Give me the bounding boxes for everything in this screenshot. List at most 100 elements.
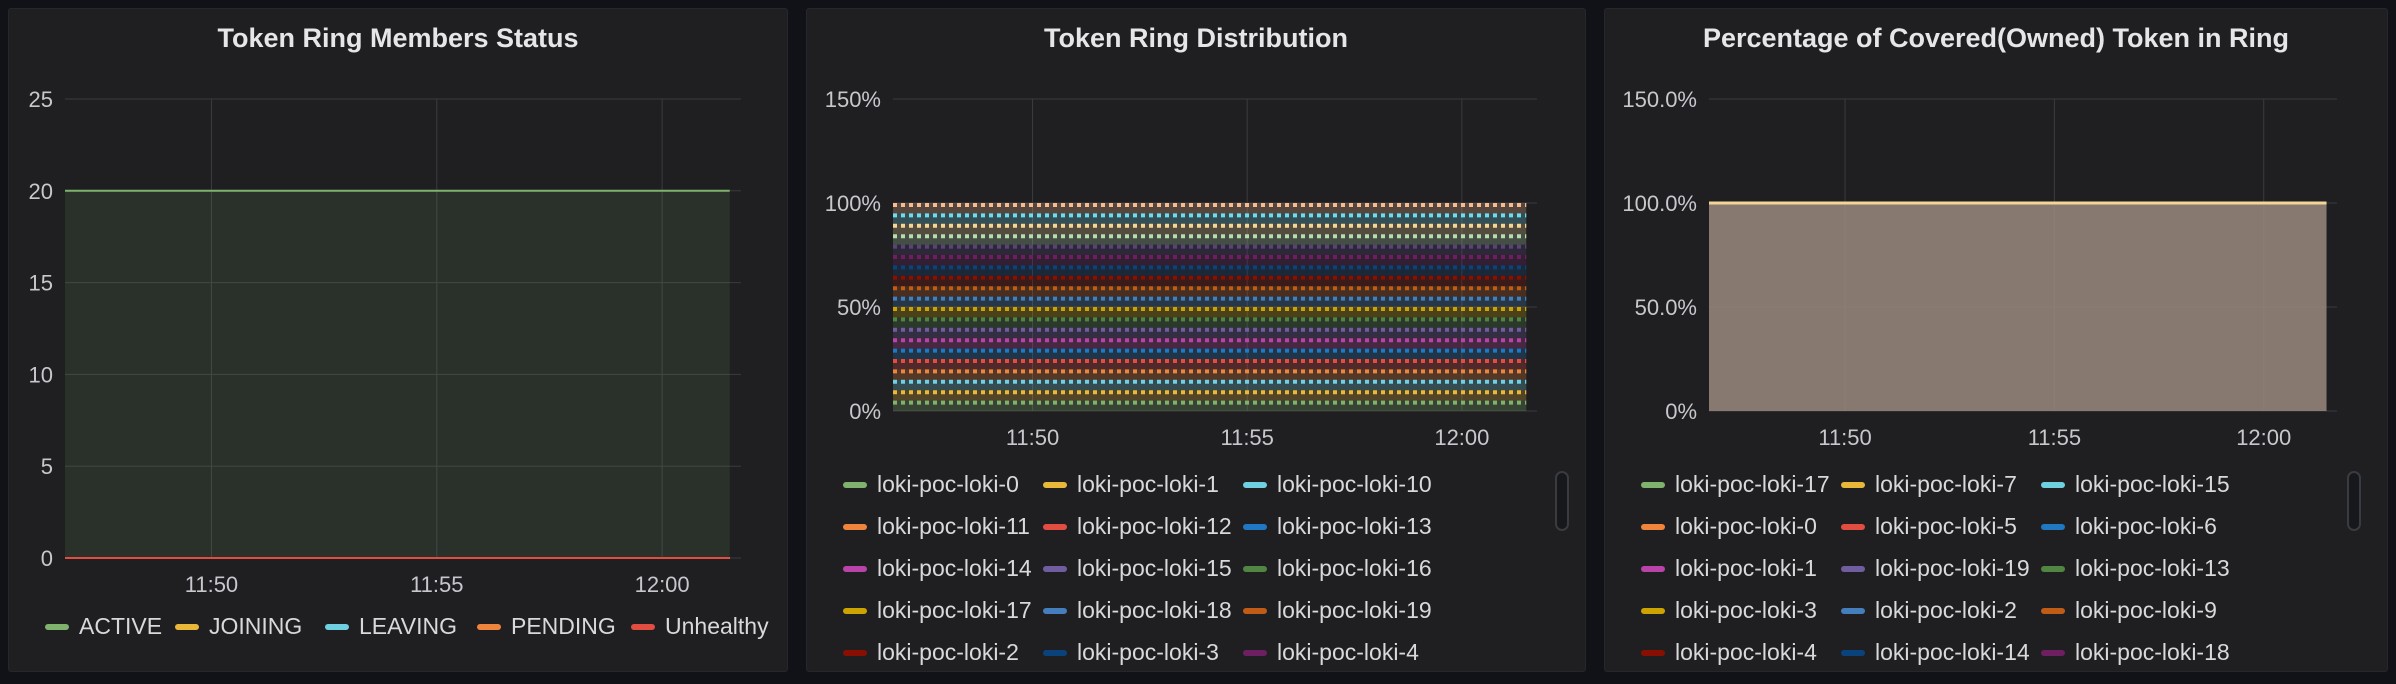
legend-label: loki-poc-loki-1 [1077, 471, 1219, 497]
legend-item[interactable]: loki-poc-loki-4 [1243, 639, 1419, 666]
legend-label: loki-poc-loki-9 [2075, 597, 2217, 623]
legend-item[interactable]: loki-poc-loki-2 [1841, 597, 2017, 624]
stack-band [893, 244, 1527, 255]
legend-item[interactable]: loki-poc-loki-1 [1641, 555, 1817, 582]
legend-label: PENDING [511, 613, 616, 639]
legend-scrollbar[interactable] [2347, 471, 2361, 531]
legend-swatch [631, 623, 655, 630]
series-area [65, 190, 730, 559]
x-tick-label: 11:55 [2028, 425, 2081, 450]
legend-label: loki-poc-loki-3 [1077, 639, 1219, 665]
legend-item[interactable]: loki-poc-loki-4 [1641, 639, 1817, 666]
legend-item[interactable]: loki-poc-loki-3 [1641, 597, 1817, 624]
legend-swatch [843, 607, 867, 614]
legend-item[interactable]: loki-poc-loki-16 [1243, 555, 1432, 582]
y-tick-label: 15 [29, 271, 53, 296]
members-status-chart[interactable]: 0 5 10 15 20 25 11:50 11:55 12:00 [9, 9, 788, 609]
legend-label: loki-poc-loki-7 [1875, 471, 2017, 497]
legend-swatch [175, 623, 199, 630]
legend-item[interactable]: loki-poc-loki-14 [843, 555, 1032, 582]
legend-swatch [2041, 607, 2065, 614]
legend-item[interactable]: loki-poc-loki-10 [1243, 471, 1432, 498]
legend-swatch [1841, 523, 1865, 530]
legend-item[interactable]: loki-poc-loki-2 [843, 639, 1019, 666]
panel-token-ring-members-status[interactable]: Token Ring Members Status 0 5 10 15 20 25 11:5… [8, 8, 788, 672]
stack-band [893, 307, 1527, 318]
panel-title[interactable]: Percentage of Covered(Owned) Token in Ri… [1702, 23, 2290, 53]
legend-item[interactable]: loki-poc-loki-17 [1641, 471, 1830, 498]
legend-item[interactable]: loki-poc-loki-7 [1841, 471, 2017, 498]
legend-item[interactable]: loki-poc-loki-19 [1841, 555, 2030, 582]
legend-label: loki-poc-loki-14 [1875, 639, 2030, 665]
legend-item[interactable]: loki-poc-loki-5 [1841, 513, 2017, 540]
legend-item[interactable]: loki-poc-loki-15 [1043, 555, 1232, 582]
legend-item[interactable]: loki-poc-loki-12 [1043, 513, 1232, 540]
legend-label: loki-poc-loki-6 [2075, 513, 2217, 539]
legend-label: loki-poc-loki-2 [877, 639, 1019, 665]
x-tick-label: 12:00 [635, 572, 690, 597]
stack-band [893, 223, 1527, 235]
legend-item[interactable]: loki-poc-loki-18 [2041, 639, 2230, 666]
panel-title[interactable]: Token Ring Distribution [1044, 23, 1348, 53]
legend-label: loki-poc-loki-18 [2075, 639, 2230, 665]
legend-item[interactable]: ACTIVE [45, 613, 162, 640]
legend-swatch [1243, 481, 1267, 488]
legend-swatch [1243, 523, 1267, 530]
legend-label: ACTIVE [79, 613, 163, 639]
legend-label: loki-poc-loki-19 [1277, 597, 1432, 623]
legend-item[interactable]: loki-poc-loki-0 [843, 471, 1019, 498]
x-tick-label: 12:00 [2236, 425, 2291, 450]
legend-swatch [1043, 481, 1067, 488]
legend-item[interactable]: loki-poc-loki-11 [843, 513, 1030, 540]
legend-swatch [1641, 649, 1665, 656]
legend-label: loki-poc-loki-17 [877, 597, 1032, 623]
legend-item[interactable]: loki-poc-loki-17 [843, 597, 1032, 624]
legend-item[interactable]: loki-poc-loki-9 [2041, 597, 2217, 624]
legend-swatch [843, 481, 867, 488]
legend-item[interactable]: PENDING [477, 613, 616, 640]
panel-covered-token-percentage[interactable]: Percentage of Covered(Owned) Token in Ri… [1604, 8, 2388, 672]
stack-band [893, 234, 1527, 245]
distribution-chart[interactable]: 0% 50% 100% 150% 11:50 11:55 12:00 [807, 9, 1586, 469]
stack-band [893, 213, 1527, 224]
legend-label: loki-poc-loki-10 [1277, 471, 1432, 497]
legend-swatch [45, 623, 69, 630]
legend-item[interactable]: loki-poc-loki-0 [1641, 513, 1817, 540]
legend-item[interactable]: loki-poc-loki-19 [1243, 597, 1432, 624]
legend-item[interactable]: JOINING [175, 613, 302, 640]
legend-item[interactable]: LEAVING [325, 613, 457, 640]
y-tick-label: 0% [1665, 399, 1697, 424]
legend-item[interactable]: loki-poc-loki-18 [1043, 597, 1232, 624]
x-tick-label: 11:50 [1006, 425, 1059, 450]
legend-swatch [1841, 481, 1865, 488]
legend-swatch [1841, 565, 1865, 572]
legend-label: loki-poc-loki-16 [1277, 555, 1432, 581]
legend-swatch [1043, 523, 1067, 530]
legend-label: JOINING [209, 613, 303, 639]
legend-swatch [1043, 649, 1067, 656]
legend-swatch [325, 623, 349, 630]
legend-scrollbar[interactable] [1555, 471, 1569, 531]
legend-label: loki-poc-loki-4 [1675, 639, 1817, 665]
legend-item[interactable]: loki-poc-loki-13 [2041, 555, 2230, 582]
panel-title[interactable]: Token Ring Members Status [217, 23, 579, 53]
covered-token-chart[interactable]: 0% 50.0% 100.0% 150.0% 11:50 11:55 12:00 [1605, 9, 2388, 469]
y-tick-label: 50% [837, 295, 881, 320]
legend-label: loki-poc-loki-0 [1675, 513, 1817, 539]
legend-item[interactable]: Unhealthy [631, 613, 769, 640]
legend-label: loki-poc-loki-5 [1875, 513, 2017, 539]
legend: loki-poc-loki-0 loki-poc-loki-1 loki-poc-l… [843, 471, 1543, 666]
legend-item[interactable]: loki-poc-loki-14 [1841, 639, 2030, 666]
stack-band [893, 275, 1527, 287]
legend-item[interactable]: loki-poc-loki-6 [2041, 513, 2217, 540]
panel-token-ring-distribution[interactable]: Token Ring Distribution 0% 50% 100% 150% 11:… [806, 8, 1586, 672]
y-tick-label: 100% [825, 191, 881, 216]
legend-item[interactable]: loki-poc-loki-1 [1043, 471, 1219, 498]
legend-swatch [477, 623, 501, 630]
legend-item[interactable]: loki-poc-loki-15 [2041, 471, 2230, 498]
legend-label: loki-poc-loki-3 [1675, 597, 1817, 623]
stack-band [893, 390, 1527, 401]
legend-item[interactable]: loki-poc-loki-13 [1243, 513, 1432, 540]
legend-item[interactable]: loki-poc-loki-3 [1043, 639, 1219, 666]
legend-label: loki-poc-loki-2 [1875, 597, 2017, 623]
